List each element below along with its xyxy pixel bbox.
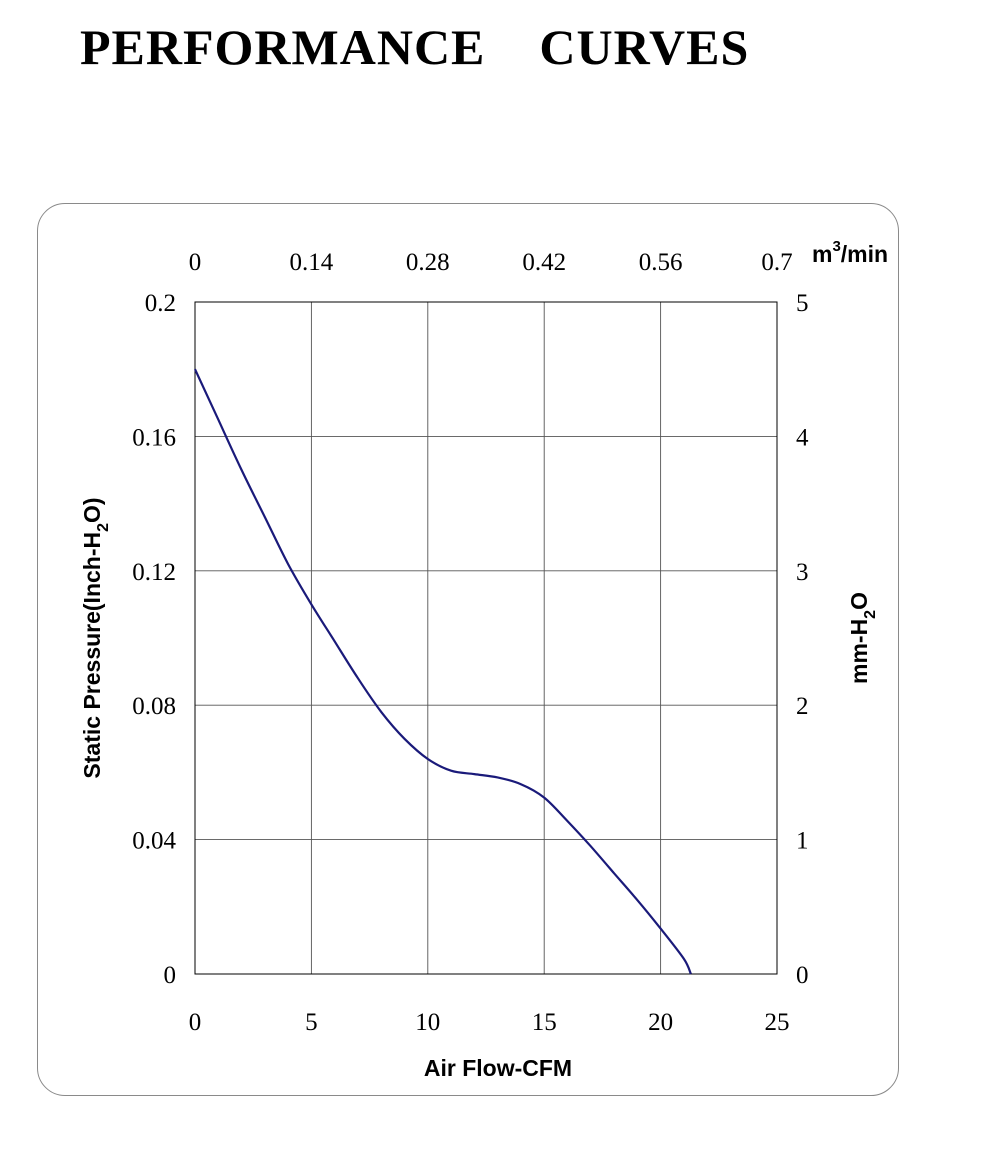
x2-tick-label: 0.14 <box>290 249 334 276</box>
x-axis-label: Air Flow-CFM <box>424 1055 572 1081</box>
x2-tick-label: 0.42 <box>522 249 566 276</box>
y-axis-label-sub: 2 <box>95 523 112 532</box>
y-axis-label: Static Pressure(Inch-H2O) <box>79 497 112 778</box>
y-tick-label: 0.04 <box>132 828 176 855</box>
x-tick-label: 25 <box>765 1009 790 1036</box>
y-tick-label: 0.12 <box>132 559 176 586</box>
y-axis-label-end: O) <box>79 497 105 523</box>
x-tick-label: 5 <box>305 1009 318 1036</box>
y2-tick-label: 1 <box>796 828 809 855</box>
title-word-performance: PERFORMANCE <box>80 19 486 75</box>
y2-tick-label: 5 <box>796 290 809 317</box>
x2-axis-label-main: m <box>812 241 832 267</box>
y2-tick-label: 4 <box>796 424 809 451</box>
grid-lines <box>195 302 777 974</box>
y2-tick-label: 3 <box>796 559 809 586</box>
y2-tick-label: 0 <box>796 962 809 989</box>
y-axis-label-main: Static Pressure(Inch-H <box>79 532 105 779</box>
x2-tick-label: 0.7 <box>761 249 792 276</box>
x2-axis-label: m3/min <box>812 238 888 267</box>
y-tick-label: 0.2 <box>145 290 176 317</box>
y-tick-label: 0.16 <box>132 424 176 451</box>
y2-axis-label: mm-H2O <box>846 592 879 684</box>
x2-tick-label: 0.56 <box>639 249 683 276</box>
plot-area-border <box>194 301 778 975</box>
chart-frame <box>37 203 899 1096</box>
title-word-curves: CURVES <box>539 19 750 75</box>
y2-axis-label-main: mm-H <box>846 619 872 684</box>
x2-axis-label-end: /min <box>841 241 888 267</box>
x-tick-label: 10 <box>415 1009 440 1036</box>
y-tick-label: 0.08 <box>132 693 176 720</box>
tick-labels: 0 5 10 15 20 250 0.14 0.28 0.42 0.56 0.700.040.080… <box>132 249 809 1036</box>
x-tick-label: 20 <box>648 1009 673 1036</box>
page-title: PERFORMANCE CURVES <box>80 18 749 76</box>
x2-tick-label: 0.28 <box>406 249 450 276</box>
y-tick-label: 0 <box>164 962 177 989</box>
performance-curve <box>194 368 692 975</box>
y2-axis-label-sub: 2 <box>862 610 879 619</box>
x-tick-label: 0 <box>189 1009 202 1036</box>
x-tick-label: 15 <box>532 1009 557 1036</box>
y2-axis-label-end: O <box>846 592 872 610</box>
x2-axis-label-sup: 3 <box>832 238 840 255</box>
y2-tick-label: 2 <box>796 693 809 720</box>
x2-tick-label: 0 <box>189 249 202 276</box>
